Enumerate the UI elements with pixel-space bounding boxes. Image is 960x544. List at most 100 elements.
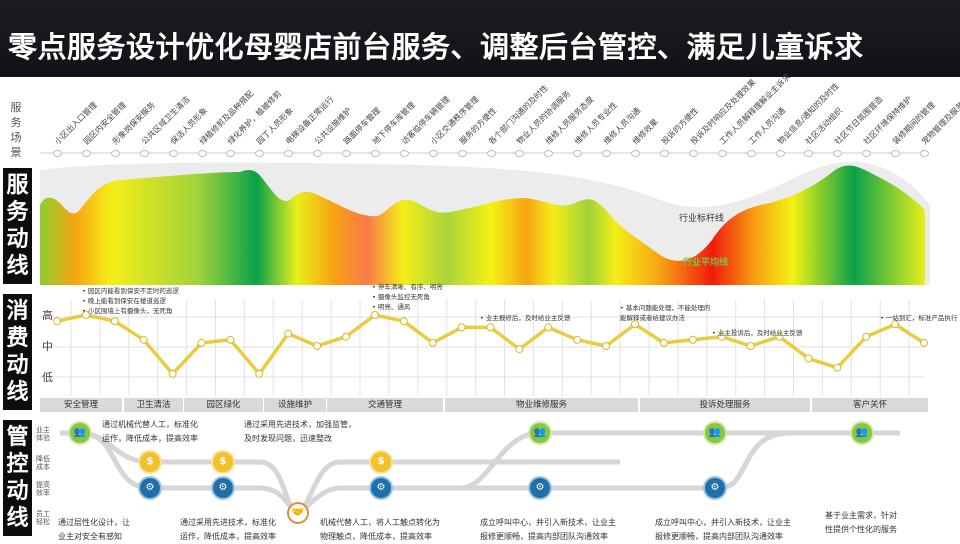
annotation-line: • 基本问题能处理，不能处理的 [620,304,711,312]
page-title: 零点服务设计优化母婴店前台服务、调整后台管控、满足儿童诉求 [8,30,864,64]
description-line: 性提供个性化的服务 [825,525,897,534]
consumer-points [53,311,928,378]
scene-node [544,150,554,157]
data-point [544,323,553,332]
scene-node [891,150,901,157]
scene-node [342,150,351,157]
consumer-line-tab: 消费动线 [3,294,32,410]
category-segment: 卫生清洁 [124,398,183,412]
data-point [631,320,639,329]
control-description: 通过采用先进技术，标准化 运作，降低成本，提高效率 [180,516,276,544]
data-point [602,342,611,350]
benchmark-label: 行业标杆线 [679,214,725,224]
service-heat-area [40,165,925,285]
data-point [862,332,871,341]
scene-node [862,150,872,157]
dollar-coin-icon: $ [213,452,233,472]
scene-node [284,150,294,157]
data-point [139,335,148,344]
scene-node [399,150,409,157]
annotation: • 停车清晰、有序、明亮 • 摄像头监控无死角 • 明亮、通风 [372,282,443,312]
user-group-icon: 👥 [530,423,550,443]
row-label-raise-efficiency: 提高效率 [36,481,50,497]
data-point [226,335,235,344]
description-line: 通过层性化设计，让 [58,518,130,527]
description-line: 报修更顺畅，提高内部团队沟通效率 [480,532,608,541]
scene-node [486,150,496,157]
data-point [486,323,495,332]
control-description: 成立呼叫中心，并引入新技术，让业主 报修更顺畅，提高内部团队沟通效率 [655,516,791,544]
data-point [891,320,900,329]
user-group-icon: 👥 [852,423,872,443]
service-line-tab: 服务动线 [3,168,32,284]
annotation: • 业主报修后，及时给业主反馈 [480,313,570,323]
level-high: 高 [42,309,53,322]
description-line: 报修更顺畅，提高内部团队沟通效率 [655,532,783,541]
scene-node [631,150,640,157]
category-segment: 安全管理 [40,398,122,412]
scene-node [255,150,265,157]
description-line: 业主对安全有感知 [58,532,122,541]
data-point [833,363,842,372]
consumer-chart-grid [40,300,925,396]
data-point [342,332,350,341]
data-point [659,338,668,347]
user-group-icon: 👥 [705,423,725,443]
scene-node [833,150,843,157]
data-point [399,317,408,326]
category-segment: 客户关怀 [812,398,928,412]
user-group-icon: 👥 [70,423,90,443]
scene-node [370,150,380,157]
description-line: 通过采用先进技术，标准化 [180,518,276,527]
scene-node [775,150,785,157]
scene-node [717,150,727,157]
control-description: 通过机械代替人工，标准化 运作，降低成本，提高效率 [102,418,198,446]
category-segment: 投诉处理服务 [640,398,810,412]
scene-node [804,150,814,157]
description-line: 通过机械代替人工，标准化 [102,420,198,429]
data-point [255,369,264,378]
annotation: • 园区内能看到保安不定时的巡逻 • 晚上能看到保安在楼道巡逻 • 小区围墙上有摄像… [82,286,179,316]
scene-node [515,150,525,157]
data-point [717,332,726,341]
description-line: 基于业主需求，针对 [825,511,897,520]
control-description: 基于业主需求，针对 性提供个性化的服务 [825,509,897,537]
description-line: 通过采用先进技术，加强监管， [244,420,356,429]
scene-node [197,150,207,157]
scene-node [573,150,583,157]
data-point [775,332,784,341]
category-segment: 设施维护 [264,398,326,412]
data-point [370,311,379,319]
control-line-tab: 管控动线 [3,420,32,536]
dollar-coin-icon: $ [371,452,391,472]
handshake-icon: 🤝 [287,502,309,524]
description-line: 成立呼叫中心，并引入新技术，让业主 [655,518,791,527]
data-point [53,317,61,326]
scene-node [313,150,323,157]
annotation-line: • 摄像头监控无死角 [372,293,430,301]
data-point [688,335,697,344]
data-point [428,338,437,347]
scene-node [457,150,467,157]
annotation-line: • 晚上能看到保安在楼道巡逻 [82,297,166,305]
annotation-line: • 业主报修后，及时给业主反馈 [480,314,571,322]
scene-node [110,150,120,157]
description-line: 运作，降低成本，提高效率 [180,532,276,541]
annotation-line: • 一站到汇，标准产品执行 [880,314,958,322]
row-label-owner-experience: 业主体验 [36,426,50,442]
annotation: • 基本问题能处理，不能处理的 能解释或者给建议办法 [620,303,710,323]
data-point [81,311,90,319]
description-line: 及时发现问题，迅速整改 [244,434,332,443]
description-line: 成立呼叫中心，并引入新技术，让业主 [480,518,616,527]
description-line: 物理触点，降低成本，提高效率 [320,532,432,541]
row-label-reduce-cost: 降低成本 [36,455,50,471]
data-point [573,335,582,344]
data-point [920,338,928,347]
scene-node [746,150,756,157]
scene-node [602,150,612,157]
scene-node [139,150,149,157]
annotation-line: • 明亮、通风 [372,303,411,311]
control-description: 机械代替人工，将人工触点转化为 物理触点，降低成本，提高效率 [320,516,440,544]
data-point [457,323,466,332]
